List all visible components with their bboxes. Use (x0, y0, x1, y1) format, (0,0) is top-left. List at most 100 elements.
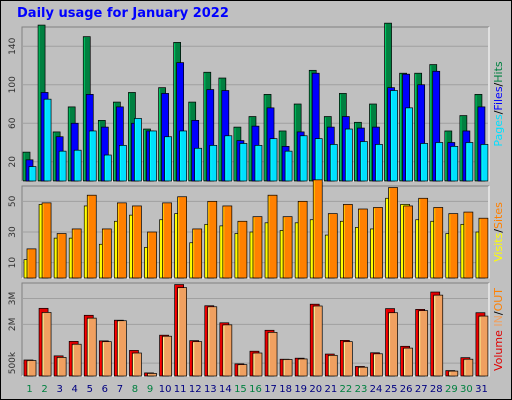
bar-out-day-11-body (177, 287, 187, 377)
bar-sites-day-2 (41, 202, 52, 279)
bar-pages-day-1 (28, 166, 37, 182)
bar-pages-day-3 (58, 150, 67, 182)
bar-sites-day-7 (117, 202, 127, 279)
bar-out-day-16 (252, 352, 263, 377)
day-label-3: 3 (56, 384, 62, 395)
bar-sites-day-19 (297, 200, 308, 279)
bar-sites-day-19-body (297, 200, 308, 279)
bar-out-day-20-body (312, 305, 323, 377)
bar-out-day-31 (478, 315, 489, 377)
bar-pages-day-12 (194, 147, 203, 182)
bar-pages-day-24 (375, 144, 383, 182)
day-label-5: 5 (87, 384, 93, 395)
bar-out-day-1 (26, 360, 37, 377)
bar-pages-day-14 (224, 135, 233, 182)
bar-pages-day-1-body (28, 166, 37, 182)
bar-pages-day-17-body (269, 138, 278, 182)
bar-out-day-19-body (297, 358, 308, 377)
bar-sites-day-6 (101, 228, 112, 279)
bar-sites-day-20-body (312, 179, 323, 279)
bar-out-day-4-body (71, 343, 82, 377)
bar-pages-day-2 (43, 98, 52, 182)
bar-pages-day-19 (299, 135, 308, 182)
bar-out-day-11 (177, 287, 187, 377)
day-label-26: 26 (400, 384, 413, 395)
bar-out-day-3 (56, 357, 67, 377)
series-label-part: Visits (492, 232, 505, 261)
bar-sites-day-10 (162, 202, 172, 279)
day-label-2: 2 (41, 384, 47, 395)
bar-sites-day-11 (177, 196, 187, 279)
bar-pages-day-28-body (435, 142, 444, 182)
bar-out-day-8-body (132, 352, 142, 377)
bar-sites-day-9 (147, 231, 157, 279)
bar-out-day-15 (237, 364, 248, 377)
bar-pages-day-30-body (465, 142, 474, 182)
bar-sites-day-21 (327, 213, 338, 279)
day-label-11: 11 (174, 384, 187, 395)
bar-pages-day-27 (420, 143, 429, 182)
bar-pages-day-26 (405, 107, 413, 182)
bar-sites-day-18-body (282, 216, 293, 279)
bar-sites-day-3-body (56, 233, 67, 279)
series-label-part: / (492, 311, 505, 315)
bar-out-day-25-body (388, 312, 398, 377)
bar-out-day-6 (101, 341, 112, 377)
day-label-28: 28 (430, 384, 443, 395)
bar-out-day-2-body (41, 312, 52, 377)
bar-sites-day-26 (403, 205, 413, 279)
bar-pages-day-15-body (239, 143, 248, 182)
day-label-22: 22 (340, 384, 353, 395)
day-label-10: 10 (159, 384, 172, 395)
bar-out-day-5 (86, 317, 97, 377)
bar-out-day-12-body (192, 341, 203, 377)
bar-sites-day-27 (418, 197, 429, 279)
bar-out-day-23 (358, 366, 368, 377)
bar-out-day-17 (267, 331, 278, 377)
bar-pages-day-22 (345, 128, 353, 182)
panel-bottom-border-dark (21, 282, 489, 376)
bar-pages-day-13-body (209, 145, 218, 182)
bar-out-day-9-body (147, 373, 157, 377)
bar-out-day-7-body (117, 320, 127, 377)
bar-sites-day-8 (132, 205, 142, 279)
day-label-29: 29 (445, 384, 458, 395)
bar-pages-day-3-body (58, 150, 67, 182)
bar-sites-day-6-body (101, 228, 112, 279)
bar-sites-day-4 (71, 228, 82, 279)
bar-pages-day-16-body (254, 145, 263, 182)
bar-out-day-24-body (373, 353, 383, 377)
bar-sites-day-31 (478, 217, 489, 279)
bar-sites-day-12 (192, 228, 203, 279)
bar-out-day-22 (343, 341, 353, 377)
day-label-25: 25 (385, 384, 398, 395)
bar-sites-day-2-body (41, 202, 52, 279)
bar-pages-day-13 (209, 145, 218, 182)
bar-out-day-29-body (448, 370, 459, 377)
bar-pages-day-24-body (375, 144, 383, 182)
bar-out-day-16-body (252, 352, 263, 377)
panel-bottom-ytick-label: 3M (8, 292, 18, 306)
bar-sites-day-1 (26, 248, 37, 279)
bar-pages-day-29-body (450, 146, 459, 182)
bar-pages-day-10 (164, 136, 172, 182)
bar-pages-day-20 (314, 138, 323, 182)
bar-out-day-20 (312, 305, 323, 377)
bar-out-day-30 (463, 358, 474, 377)
bar-pages-day-21 (329, 144, 338, 182)
bar-out-day-29 (448, 370, 459, 377)
bar-sites-day-13-body (207, 200, 218, 279)
series-label-part: Volume (492, 330, 505, 371)
bar-pages-day-28 (435, 142, 444, 182)
day-label-24: 24 (370, 384, 383, 395)
bar-sites-day-30-body (463, 211, 474, 279)
bar-out-day-14 (222, 324, 233, 377)
bar-out-day-21 (327, 354, 338, 377)
series-label-part: / (492, 110, 505, 114)
day-label-21: 21 (324, 384, 337, 395)
chart-title: Daily usage for January 2022 (17, 6, 229, 21)
bar-pages-day-23-body (360, 141, 368, 182)
day-label-1: 1 (26, 384, 32, 395)
bar-sites-day-9-body (147, 231, 157, 279)
